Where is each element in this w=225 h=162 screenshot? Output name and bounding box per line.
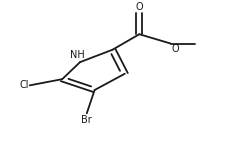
Text: O: O	[172, 44, 179, 54]
Text: NH: NH	[70, 50, 85, 60]
Text: O: O	[135, 2, 143, 12]
Text: Cl: Cl	[19, 80, 29, 90]
Text: Br: Br	[81, 115, 92, 125]
